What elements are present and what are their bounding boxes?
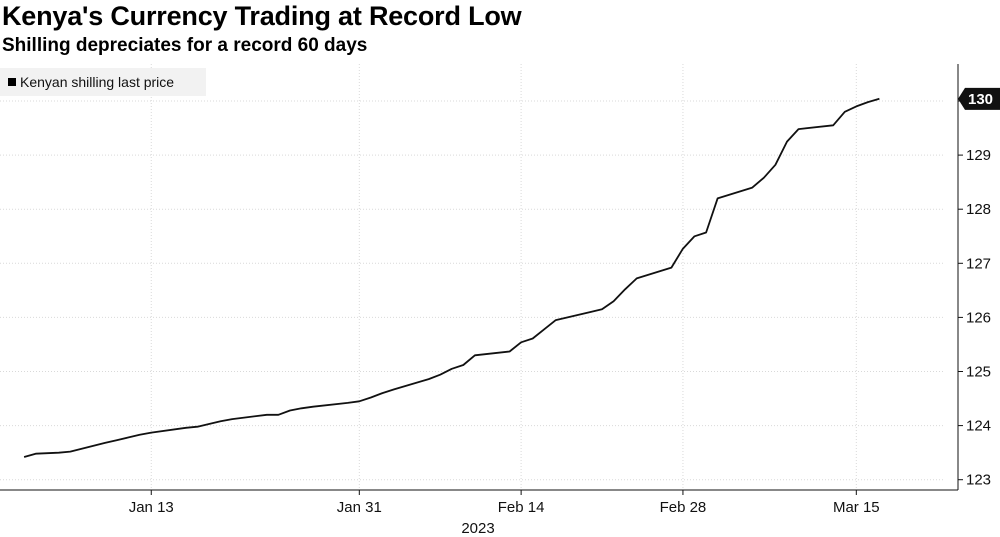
y-tick-label: 125: [966, 364, 991, 381]
series-line: [23, 97, 880, 458]
last-price-label: 130: [968, 91, 993, 108]
y-tick-label: 123: [966, 472, 991, 489]
legend-label: Kenyan shilling last price: [20, 74, 175, 90]
x-tick-label: Mar 15: [833, 499, 880, 516]
y-tick-label: 129: [966, 147, 991, 164]
axes: 123 124 125 126 127 128 129 Jan 13 Jan 31 Feb 14 F…: [0, 64, 1000, 537]
series-layer: [23, 97, 880, 458]
x-tick-label: Feb 14: [498, 499, 545, 516]
y-tick-label: 126: [966, 309, 991, 326]
legend-swatch: [8, 78, 16, 86]
legend: Kenyan shilling last price: [0, 68, 206, 96]
x-tick-label: Feb 28: [660, 499, 707, 516]
grid: [0, 64, 943, 490]
y-tick-label: 127: [966, 255, 991, 272]
y-tick-label: 128: [966, 201, 991, 218]
last-price-badge: [958, 87, 1000, 110]
chart-title: Kenya's Currency Trading at Record Low: [2, 1, 522, 31]
x-axis-label: 2023: [461, 520, 494, 537]
x-tick-label: Jan 13: [129, 499, 174, 516]
y-tick-label: 124: [966, 418, 991, 435]
x-tick-label: Jan 31: [337, 499, 382, 516]
chart-subtitle: Shilling depreciates for a record 60 day…: [2, 35, 368, 56]
